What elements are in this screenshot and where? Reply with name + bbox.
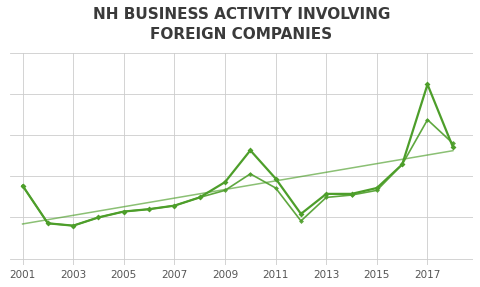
Title: NH BUSINESS ACTIVITY INVOLVING
FOREIGN COMPANIES: NH BUSINESS ACTIVITY INVOLVING FOREIGN C… [93, 7, 390, 42]
